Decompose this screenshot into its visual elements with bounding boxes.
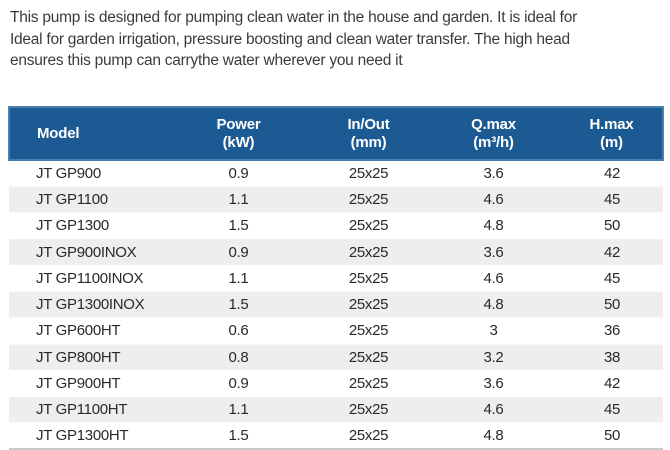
table-row: JT GP800HT 0.8 25x25 3.2 38 (9, 344, 663, 371)
cell-inout: 25x25 (311, 317, 426, 345)
header-qmax-unit: (m³/h) (473, 133, 514, 151)
cell-hmax: 50 (561, 212, 663, 240)
cell-power: 1.1 (166, 265, 311, 292)
cell-power: 1.1 (166, 186, 311, 214)
cell-inout: 25x25 (311, 396, 426, 424)
header-power-unit: (kW) (222, 133, 255, 151)
cell-model: JT GP900HT (9, 370, 166, 398)
cell-model: JT GP900INOX (9, 238, 166, 266)
table-row: JT GP1300 1.5 25x25 4.8 50 (9, 212, 663, 240)
table-header: Model Power (kW) In/Out (mm) Q.max (m³/h… (8, 106, 664, 161)
cell-model: JT GP1300INOX (9, 291, 166, 319)
table-body: JT GP900 0.9 25x25 3.6 42 JT GP1100 1.1 … (9, 160, 663, 450)
header-inout: In/Out (mm) (311, 106, 426, 161)
cell-inout: 25x25 (311, 422, 426, 450)
cell-hmax: 45 (561, 265, 663, 292)
cell-qmax: 4.6 (426, 186, 561, 214)
cell-hmax: 38 (561, 344, 663, 371)
table-row: JT GP1100 1.1 25x25 4.6 45 (9, 186, 663, 214)
cell-hmax: 50 (561, 291, 663, 319)
header-model: Model (8, 106, 166, 161)
table-row: JT GP900INOX 0.9 25x25 3.6 42 (9, 238, 663, 266)
cell-qmax: 3.2 (426, 344, 561, 371)
cell-qmax: 4.8 (426, 291, 561, 319)
cell-qmax: 3.6 (426, 370, 561, 398)
cell-qmax: 3.6 (426, 238, 561, 266)
cell-model: JT GP1100 (9, 186, 166, 214)
cell-power: 1.1 (166, 396, 311, 424)
cell-hmax: 42 (561, 238, 663, 266)
header-inout-label: In/Out (347, 115, 390, 133)
cell-power: 0.6 (166, 317, 311, 345)
cell-hmax: 42 (561, 370, 663, 398)
cell-hmax: 45 (561, 186, 663, 214)
cell-power: 0.8 (166, 344, 311, 371)
cell-model: JT GP1300HT (9, 422, 166, 450)
cell-qmax: 4.6 (426, 396, 561, 424)
table-row: JT GP900 0.9 25x25 3.6 42 (9, 160, 663, 187)
cell-qmax: 4.8 (426, 422, 561, 450)
table-row: JT GP900HT 0.9 25x25 3.6 42 (9, 370, 663, 398)
header-power: Power (kW) (166, 106, 311, 161)
cell-inout: 25x25 (311, 160, 426, 187)
header-hmax-label: H.max (589, 115, 634, 133)
table-row: JT GP1100INOX 1.1 25x25 4.6 45 (9, 265, 663, 292)
cell-hmax: 45 (561, 396, 663, 424)
cell-inout: 25x25 (311, 186, 426, 214)
cell-power: 1.5 (166, 422, 311, 450)
header-hmax-unit: (m) (600, 133, 623, 151)
header-row: Model Power (kW) In/Out (mm) Q.max (m³/h… (8, 106, 664, 161)
header-hmax: H.max (m) (561, 106, 664, 161)
description-line-1: This pump is designed for pumping clean … (10, 9, 577, 26)
cell-qmax: 4.8 (426, 212, 561, 240)
cell-model: JT GP1300 (9, 212, 166, 240)
table-row: JT GP600HT 0.6 25x25 3 36 (9, 317, 663, 345)
cell-hmax: 36 (561, 317, 663, 345)
header-qmax-label: Q.max (471, 115, 516, 133)
description-line-3: ensures this pump can carrythe water whe… (10, 52, 403, 69)
header-qmax: Q.max (m³/h) (426, 106, 561, 161)
cell-inout: 25x25 (311, 212, 426, 240)
cell-power: 0.9 (166, 160, 311, 187)
description-line-2: Ideal for garden irrigation, pressure bo… (10, 30, 570, 48)
table-row: JT GP1300HT 1.5 25x25 4.8 50 (9, 422, 663, 450)
cell-qmax: 4.6 (426, 265, 561, 292)
cell-model: JT GP1100INOX (9, 265, 166, 292)
cell-power: 0.9 (166, 238, 311, 266)
cell-inout: 25x25 (311, 291, 426, 319)
cell-power: 0.9 (166, 370, 311, 398)
cell-qmax: 3.6 (426, 160, 561, 187)
product-description: This pump is designed for pumping clean … (10, 7, 658, 72)
header-inout-unit: (mm) (350, 133, 387, 151)
cell-model: JT GP600HT (9, 317, 166, 345)
cell-model: JT GP1100HT (9, 396, 166, 424)
cell-qmax: 3 (426, 317, 561, 345)
cell-model: JT GP900 (9, 160, 166, 187)
cell-power: 1.5 (166, 212, 311, 240)
header-model-label: Model (37, 124, 80, 142)
cell-hmax: 50 (561, 422, 663, 450)
cell-power: 1.5 (166, 291, 311, 319)
header-power-label: Power (216, 115, 261, 133)
cell-inout: 25x25 (311, 370, 426, 398)
cell-inout: 25x25 (311, 238, 426, 266)
table-row: JT GP1300INOX 1.5 25x25 4.8 50 (9, 291, 663, 319)
cell-inout: 25x25 (311, 265, 426, 292)
table-row: JT GP1100HT 1.1 25x25 4.6 45 (9, 396, 663, 424)
pump-spec-table: Model Power (kW) In/Out (mm) Q.max (m³/h… (8, 106, 664, 450)
cell-inout: 25x25 (311, 344, 426, 371)
cell-hmax: 42 (561, 160, 663, 187)
cell-model: JT GP800HT (9, 344, 166, 371)
